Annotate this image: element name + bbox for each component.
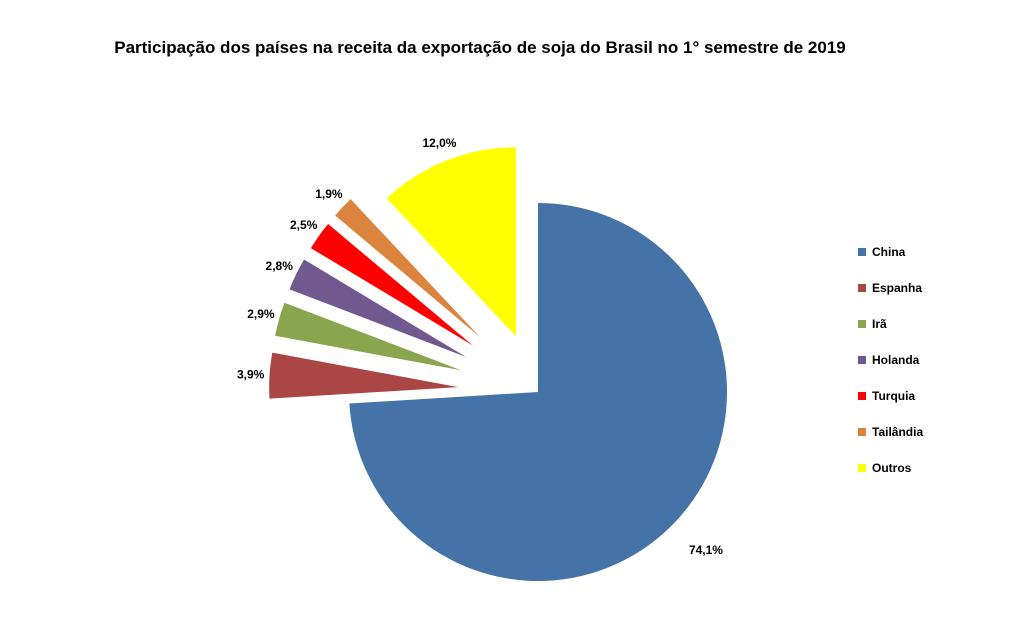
legend-swatch — [858, 320, 866, 328]
pie-slice-tailandia — [335, 199, 480, 338]
data-label-outros: 12,0% — [422, 136, 456, 150]
data-label-tailandia: 1,9% — [315, 187, 343, 201]
pie-slice-outros — [386, 147, 516, 337]
chart-title: Participação dos países na receita da ex… — [114, 38, 846, 57]
legend-label: Holanda — [872, 353, 920, 367]
data-label-china: 74,1% — [689, 543, 723, 557]
legend-item-outros: Outros — [858, 450, 923, 486]
legend-item-turquia: Turquia — [858, 378, 923, 414]
pie-slice-china — [349, 203, 727, 581]
legend-item-tailandia: Tailândia — [858, 414, 923, 450]
pie-slice-espanha — [269, 352, 459, 399]
legend-label: Tailândia — [872, 425, 924, 439]
legend-swatch — [858, 392, 866, 400]
legend-label: Irã — [872, 317, 887, 331]
legend-label: Outros — [872, 461, 912, 475]
legend-label: China — [872, 245, 906, 259]
legend: China Espanha Irã Holanda Turquia Tailândia Ou… — [858, 234, 923, 486]
data-label-holanda: 2,8% — [266, 259, 294, 273]
pie-slice-ira — [275, 302, 461, 371]
pie-slice-holanda — [289, 259, 467, 357]
data-label-turquia: 2,5% — [290, 218, 318, 232]
legend-item-espanha: Espanha — [858, 270, 923, 306]
legend-swatch — [858, 284, 866, 292]
legend-item-china: China — [858, 234, 923, 270]
legend-swatch — [858, 428, 866, 436]
legend-swatch — [858, 248, 866, 256]
data-label-espanha: 3,9% — [237, 367, 265, 381]
legend-label: Turquia — [872, 389, 916, 403]
legend-label: Espanha — [872, 281, 923, 295]
legend-swatch — [858, 464, 866, 472]
legend-item-holanda: Holanda — [858, 342, 923, 378]
data-label-ira: 2,9% — [247, 307, 275, 321]
pie-slice-turquia — [310, 224, 473, 346]
legend-swatch — [858, 356, 866, 364]
legend-item-ira: Irã — [858, 306, 923, 342]
